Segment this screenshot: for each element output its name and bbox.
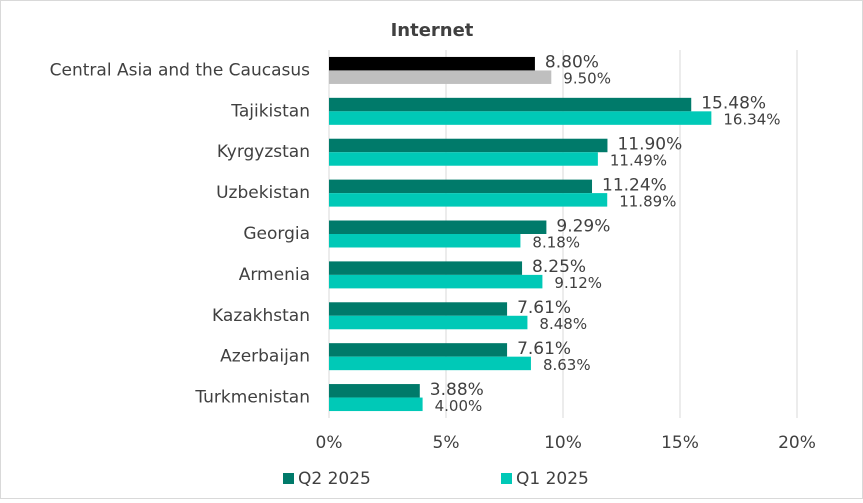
y-tick-label: Kyrgyzstan [217,142,310,162]
y-tick-label: Tajikistan [230,101,310,121]
y-tick-label: Turkmenistan [194,388,310,408]
y-tick-label: Uzbekistan [216,183,310,203]
legend-swatch [501,473,512,484]
y-tick-label: Azerbaijan [220,347,310,367]
chart-title: Internet [391,20,474,41]
bar [329,315,528,330]
y-tick-label: Central Asia and the Caucasus [50,60,310,80]
value-label: 7.61% [517,298,571,318]
value-label: 8.48% [539,315,587,333]
value-label: 8.63% [543,356,591,374]
value-label: 15.48% [701,94,766,114]
legend-swatch [283,473,294,484]
value-label: 9.29% [556,216,610,236]
bar [329,138,608,153]
bar [329,343,508,357]
value-label: 3.88% [430,380,484,400]
value-label: 11.49% [610,151,667,169]
x-tick-label: 0% [316,433,343,453]
value-label: 11.24% [602,175,667,195]
value-label: 8.18% [532,233,580,251]
bar [329,193,608,207]
value-label: 16.34% [723,111,780,129]
y-tick-label: Armenia [239,265,310,285]
x-tick-label: 10% [544,433,582,453]
value-label: 8.80% [545,53,599,73]
x-tick-label: 20% [778,433,816,453]
legend-label: Q1 2025 [516,469,589,489]
bar [329,397,423,412]
value-label: 11.89% [619,192,676,210]
y-tick-label: Georgia [243,224,310,244]
bar [329,302,508,316]
x-tick-label: 5% [433,433,460,453]
bar [329,152,598,166]
bar [329,220,547,234]
x-tick-label: 15% [661,433,699,453]
bar [329,70,552,84]
bar [329,56,535,71]
value-label: 9.12% [554,274,602,292]
legend-label: Q2 2025 [298,469,371,489]
bar [329,274,543,289]
bar [329,97,692,112]
value-label: 7.61% [517,339,571,359]
bar [329,384,420,398]
value-label: 4.00% [435,397,483,415]
value-label: 8.25% [532,257,586,277]
value-label: 9.50% [563,70,611,88]
y-tick-label: Kazakhstan [212,306,310,326]
bar [329,234,521,248]
bar [329,356,531,371]
value-label: 11.90% [617,134,682,154]
bar [329,111,712,125]
bar [329,179,593,194]
bar [329,261,523,275]
